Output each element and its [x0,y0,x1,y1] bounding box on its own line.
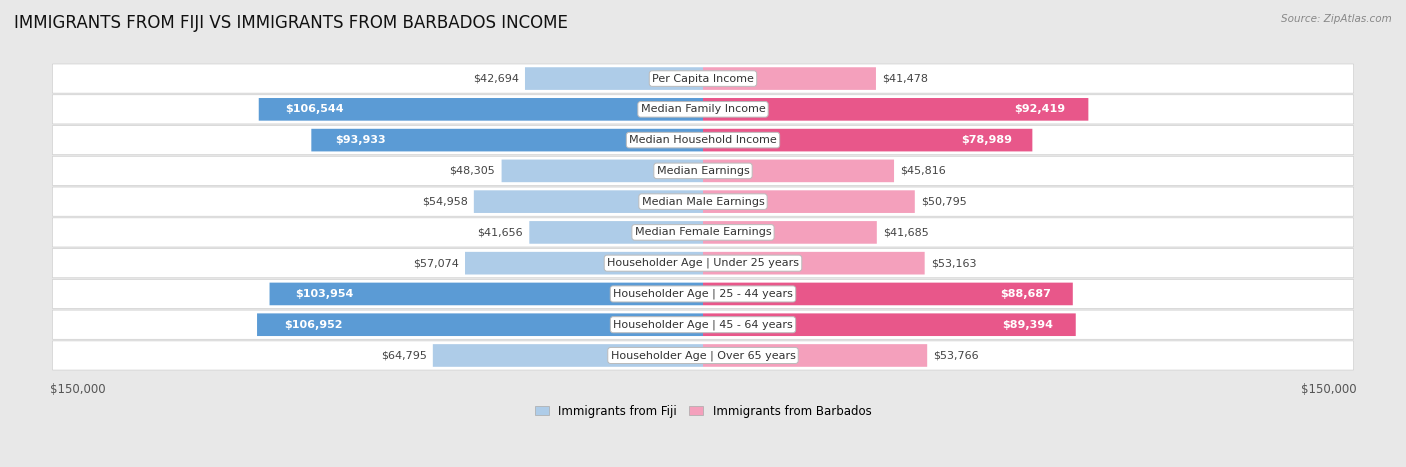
Text: Householder Age | 45 - 64 years: Householder Age | 45 - 64 years [613,319,793,330]
FancyBboxPatch shape [703,129,1032,151]
FancyBboxPatch shape [52,64,1354,93]
Text: $41,478: $41,478 [882,74,928,84]
FancyBboxPatch shape [52,218,1354,247]
FancyBboxPatch shape [703,191,915,213]
Text: Source: ZipAtlas.com: Source: ZipAtlas.com [1281,14,1392,24]
Text: Householder Age | 25 - 44 years: Householder Age | 25 - 44 years [613,289,793,299]
Text: IMMIGRANTS FROM FIJI VS IMMIGRANTS FROM BARBADOS INCOME: IMMIGRANTS FROM FIJI VS IMMIGRANTS FROM … [14,14,568,32]
FancyBboxPatch shape [465,252,703,275]
Text: $45,816: $45,816 [900,166,946,176]
Text: Median Family Income: Median Family Income [641,104,765,114]
FancyBboxPatch shape [703,252,925,275]
Text: $53,163: $53,163 [931,258,976,268]
FancyBboxPatch shape [259,98,703,120]
Text: $54,958: $54,958 [422,197,468,206]
Text: $78,989: $78,989 [962,135,1012,145]
Text: $42,694: $42,694 [472,74,519,84]
FancyBboxPatch shape [703,221,877,244]
FancyBboxPatch shape [703,283,1073,305]
FancyBboxPatch shape [703,98,1088,120]
Text: $50,795: $50,795 [921,197,967,206]
FancyBboxPatch shape [270,283,703,305]
FancyBboxPatch shape [703,344,927,367]
FancyBboxPatch shape [311,129,703,151]
Text: $48,305: $48,305 [450,166,495,176]
FancyBboxPatch shape [52,279,1354,309]
Text: Median Male Earnings: Median Male Earnings [641,197,765,206]
Text: $92,419: $92,419 [1014,104,1066,114]
Text: $53,766: $53,766 [934,350,979,361]
FancyBboxPatch shape [52,310,1354,340]
Text: $103,954: $103,954 [295,289,354,299]
FancyBboxPatch shape [52,126,1354,155]
Text: Per Capita Income: Per Capita Income [652,74,754,84]
FancyBboxPatch shape [703,313,1076,336]
Text: $41,685: $41,685 [883,227,929,237]
Text: $41,656: $41,656 [478,227,523,237]
Text: Median Female Earnings: Median Female Earnings [634,227,772,237]
Text: $93,933: $93,933 [335,135,385,145]
Text: Householder Age | Over 65 years: Householder Age | Over 65 years [610,350,796,361]
Text: $88,687: $88,687 [1000,289,1050,299]
FancyBboxPatch shape [52,95,1354,124]
Text: $106,952: $106,952 [284,320,342,330]
FancyBboxPatch shape [529,221,703,244]
FancyBboxPatch shape [52,248,1354,278]
Text: $64,795: $64,795 [381,350,426,361]
FancyBboxPatch shape [703,160,894,182]
FancyBboxPatch shape [474,191,703,213]
Text: Median Earnings: Median Earnings [657,166,749,176]
FancyBboxPatch shape [52,156,1354,185]
FancyBboxPatch shape [502,160,703,182]
FancyBboxPatch shape [433,344,703,367]
FancyBboxPatch shape [703,67,876,90]
Legend: Immigrants from Fiji, Immigrants from Barbados: Immigrants from Fiji, Immigrants from Ba… [530,400,876,422]
FancyBboxPatch shape [257,313,703,336]
Text: $89,394: $89,394 [1002,320,1053,330]
Text: $57,074: $57,074 [413,258,458,268]
FancyBboxPatch shape [524,67,703,90]
Text: Householder Age | Under 25 years: Householder Age | Under 25 years [607,258,799,269]
FancyBboxPatch shape [52,341,1354,370]
Text: $106,544: $106,544 [285,104,344,114]
FancyBboxPatch shape [52,187,1354,216]
Text: Median Household Income: Median Household Income [628,135,778,145]
